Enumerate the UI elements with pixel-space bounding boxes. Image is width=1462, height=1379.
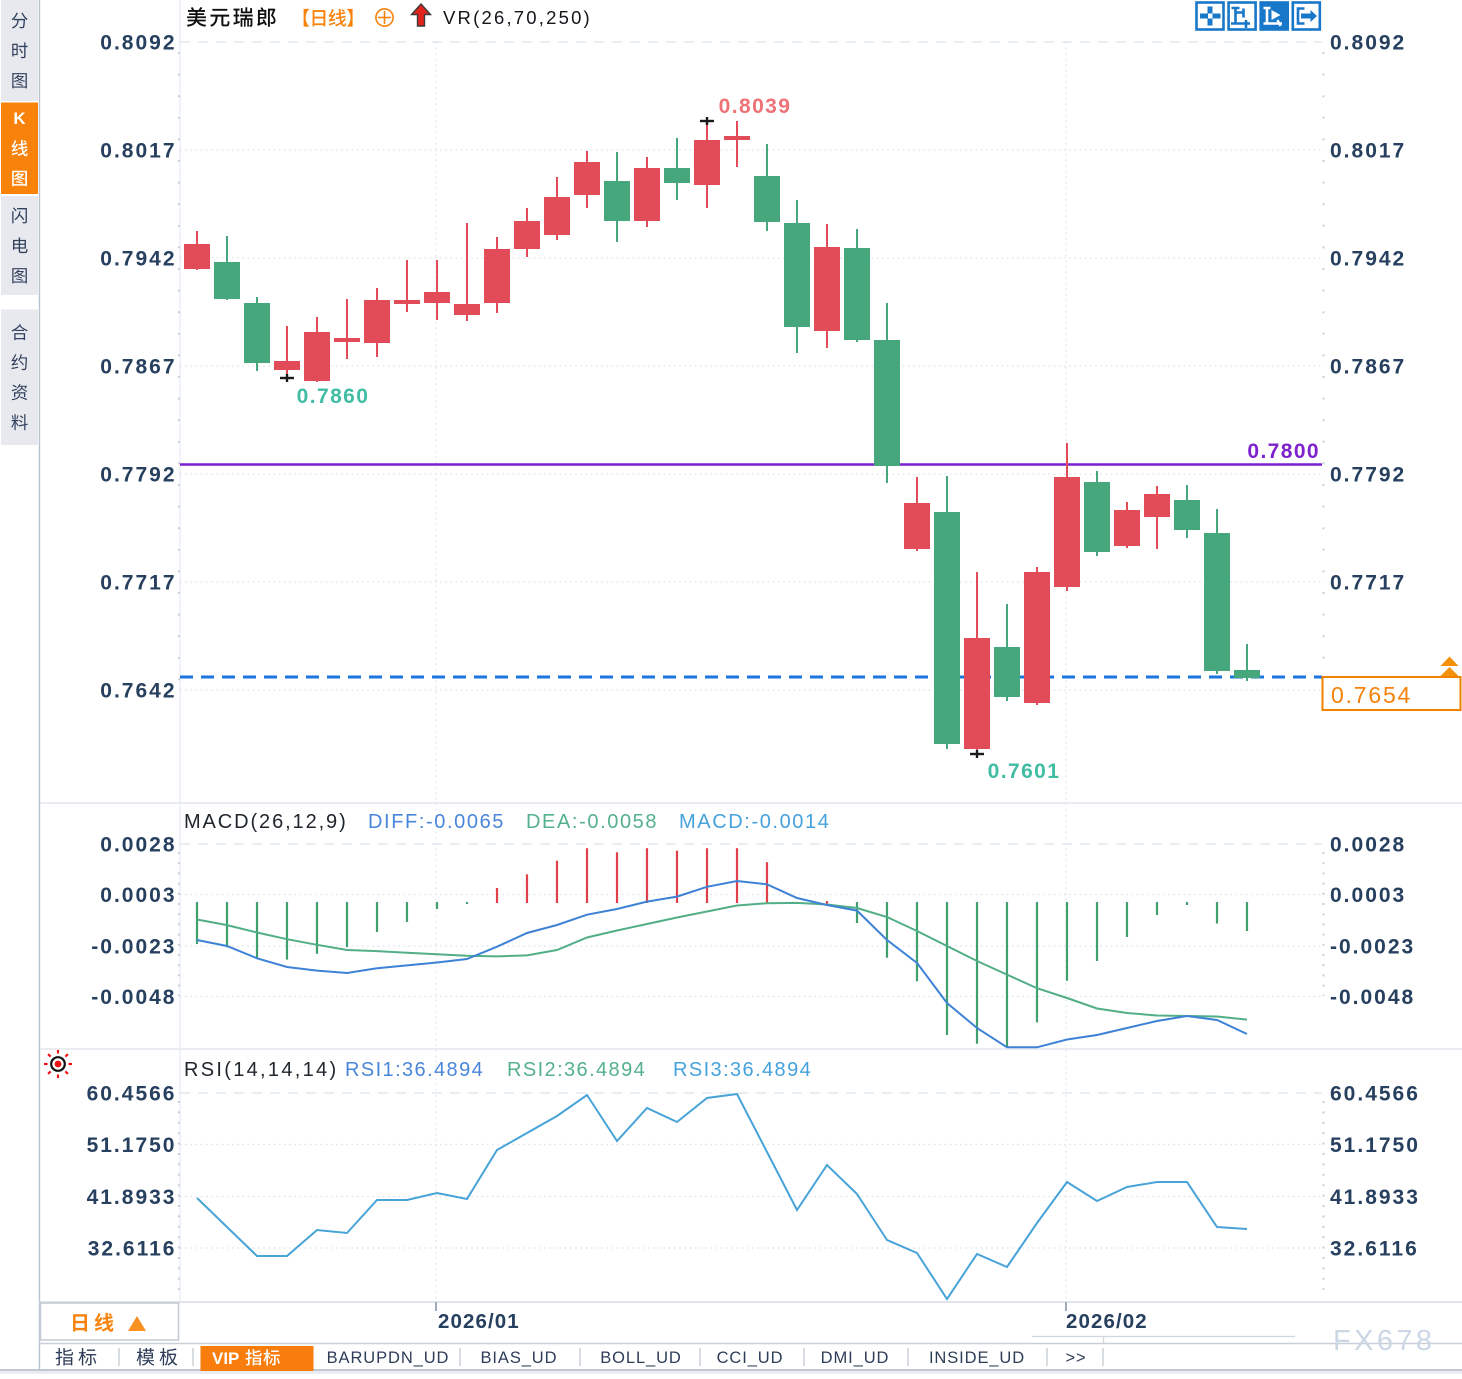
- svg-text:0.0003: 0.0003: [100, 884, 176, 907]
- svg-text:RSI2:36.4894: RSI2:36.4894: [507, 1059, 646, 1081]
- svg-text:2026/02: 2026/02: [1066, 1310, 1148, 1333]
- svg-text:0.7654: 0.7654: [1331, 682, 1412, 708]
- svg-text:60.4566: 60.4566: [1330, 1083, 1420, 1106]
- svg-text:51.1750: 51.1750: [1330, 1134, 1420, 1157]
- svg-text:32.6116: 32.6116: [1330, 1238, 1419, 1261]
- svg-text:0.7642: 0.7642: [100, 680, 176, 703]
- svg-text:0.8092: 0.8092: [1330, 32, 1406, 55]
- svg-text:0.7792: 0.7792: [100, 464, 176, 487]
- svg-text:0.7860: 0.7860: [297, 385, 370, 408]
- svg-text:-0.0048: -0.0048: [1330, 986, 1415, 1009]
- svg-text:DIFF:-0.0065: DIFF:-0.0065: [368, 811, 505, 833]
- svg-text:0.0028: 0.0028: [1330, 834, 1406, 857]
- svg-text:-0.0048: -0.0048: [91, 986, 176, 1009]
- svg-text:VIP: VIP: [212, 1349, 239, 1368]
- svg-text:>>: >>: [1065, 1349, 1086, 1367]
- svg-text:INSIDE_UD: INSIDE_UD: [929, 1349, 1025, 1367]
- svg-text:FX678: FX678: [1333, 1325, 1435, 1357]
- svg-text:0.0028: 0.0028: [100, 834, 176, 857]
- svg-text:-0.0023: -0.0023: [91, 936, 176, 959]
- svg-text:CCI_UD: CCI_UD: [717, 1349, 784, 1367]
- svg-text:0.7792: 0.7792: [1330, 464, 1406, 487]
- svg-text:41.8933: 41.8933: [1330, 1186, 1420, 1209]
- svg-text:MACD(26,12,9): MACD(26,12,9): [184, 811, 348, 833]
- svg-text:51.1750: 51.1750: [87, 1134, 177, 1157]
- svg-text:0.7717: 0.7717: [1330, 572, 1406, 595]
- svg-text:60.4566: 60.4566: [87, 1083, 177, 1106]
- svg-text:RSI3:36.4894: RSI3:36.4894: [673, 1059, 812, 1081]
- svg-text:BIAS_UD: BIAS_UD: [481, 1349, 558, 1367]
- svg-text:RSI1:36.4894: RSI1:36.4894: [345, 1059, 484, 1081]
- svg-text:0.8017: 0.8017: [1330, 140, 1406, 163]
- svg-text:DMI_UD: DMI_UD: [821, 1349, 890, 1367]
- svg-text:RSI(14,14,14): RSI(14,14,14): [184, 1059, 338, 1081]
- svg-text:0.7800: 0.7800: [1247, 440, 1320, 463]
- svg-text:BOLL_UD: BOLL_UD: [600, 1349, 682, 1367]
- svg-text:0.7867: 0.7867: [100, 356, 176, 379]
- svg-text:DEA:-0.0058: DEA:-0.0058: [526, 811, 658, 833]
- svg-text:0.7601: 0.7601: [988, 760, 1061, 783]
- svg-text:0.7717: 0.7717: [100, 572, 176, 595]
- svg-text:0.7942: 0.7942: [100, 248, 176, 271]
- svg-text:0.8092: 0.8092: [100, 32, 176, 55]
- svg-text:2026/01: 2026/01: [438, 1310, 520, 1333]
- svg-text:41.8933: 41.8933: [87, 1186, 177, 1209]
- svg-text:BARUPDN_UD: BARUPDN_UD: [327, 1349, 450, 1367]
- svg-text:0.0003: 0.0003: [1330, 884, 1406, 907]
- svg-text:0.7867: 0.7867: [1330, 356, 1406, 379]
- svg-text:-0.0023: -0.0023: [1330, 936, 1415, 959]
- svg-text:VR(26,70,250): VR(26,70,250): [443, 7, 592, 28]
- svg-text:32.6116: 32.6116: [88, 1238, 177, 1261]
- svg-text:0.8039: 0.8039: [719, 95, 792, 118]
- svg-text:K: K: [13, 109, 26, 128]
- svg-text:0.7942: 0.7942: [1330, 248, 1406, 271]
- svg-text:0.8017: 0.8017: [100, 140, 176, 163]
- svg-text:MACD:-0.0014: MACD:-0.0014: [679, 811, 830, 833]
